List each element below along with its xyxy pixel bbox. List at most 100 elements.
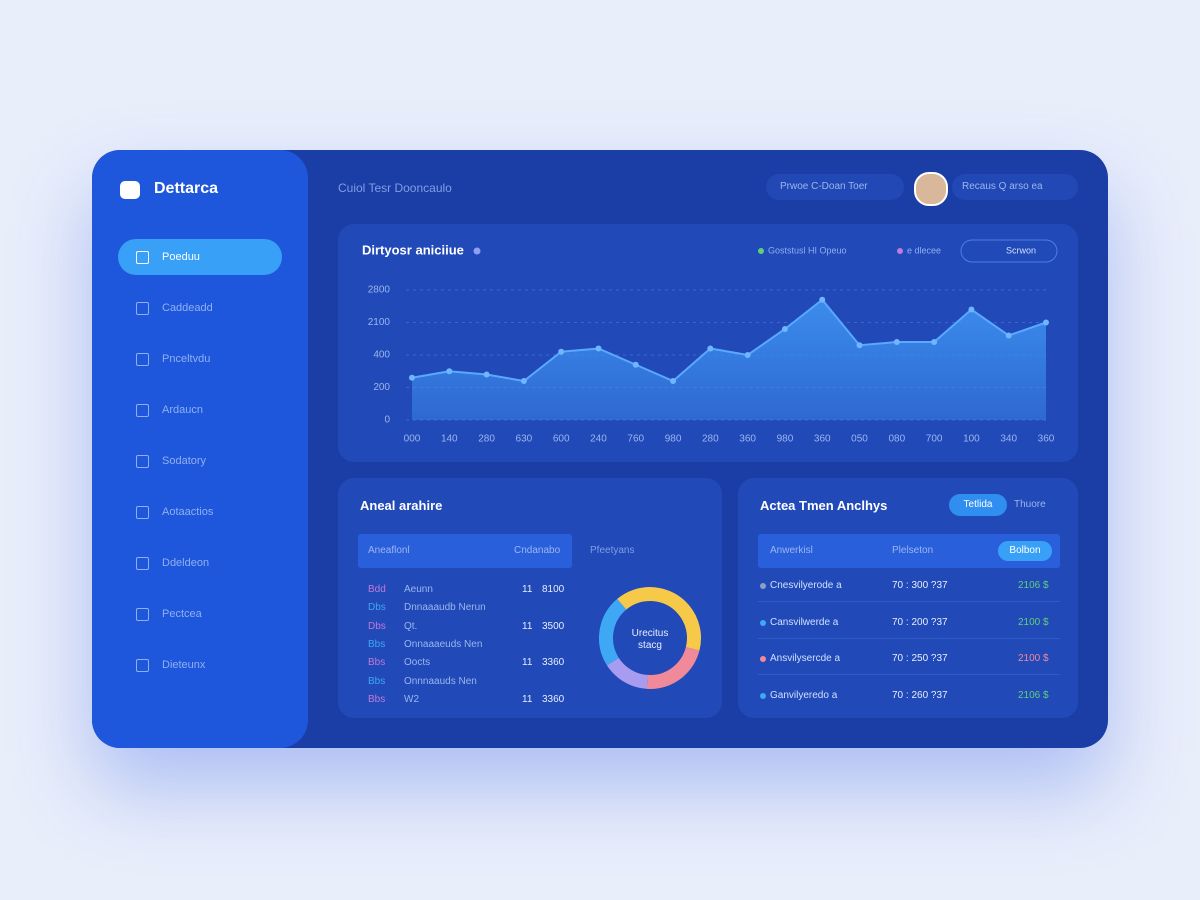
x-tick-label: 050 [851, 434, 868, 445]
point [968, 306, 975, 313]
status-dot [760, 583, 766, 589]
x-tick-label: 980 [665, 434, 682, 445]
donut-label: Urecitus stacg [632, 628, 669, 651]
row-divider [758, 637, 1060, 639]
point [1043, 319, 1049, 326]
x-tick-label: 600 [553, 434, 570, 445]
table-cell: 3500 [542, 620, 565, 632]
tab[interactable]: Tetlida [949, 494, 1007, 516]
table-cell: 11 [522, 620, 533, 632]
chart-button[interactable] [960, 239, 1058, 263]
point [632, 361, 639, 368]
user-menu[interactable]: Recaus Q arso ea [952, 174, 1078, 200]
column-header: Cndanabo [514, 545, 561, 556]
column-header[interactable]: Bolbon [998, 541, 1052, 561]
nav-item[interactable]: Poeduu [118, 239, 282, 275]
x-tick-label: 140 [441, 434, 458, 445]
x-tick-label: 100 [963, 434, 980, 445]
x-tick-label: 280 [702, 434, 719, 445]
point [1005, 332, 1012, 339]
chart-title: Dirtyosr aniciiue [362, 242, 464, 257]
status-dot [760, 619, 766, 626]
x-tick-label: 760 [627, 434, 644, 445]
nav-item[interactable]: Caddeadd [118, 290, 282, 326]
nav-item[interactable]: Sodatory [118, 443, 282, 479]
row-value: 2106 $ [1018, 580, 1049, 591]
donut-segment [599, 587, 701, 689]
annual-panel: Aneal arahire Aneaflonl Cndanabo Pfeetya… [338, 478, 722, 718]
x-tick-label: 630 [516, 434, 533, 445]
row-name: Ganvilyeredo a [770, 689, 838, 701]
table-cell: 3360 [542, 693, 565, 705]
nav-item[interactable]: Pnceltvdu [118, 341, 282, 377]
table-cell: Bbs [368, 657, 386, 669]
status-dot [760, 656, 766, 662]
x-tick-label: 700 [926, 434, 943, 445]
y-tick-label: 0 [384, 415, 390, 426]
table-cell: 11 [522, 584, 533, 595]
table-cell: Dbs [368, 620, 386, 632]
legend-entry: Goststusl HI Opeuo [768, 245, 847, 255]
table-cell: 3360 [542, 657, 565, 669]
nav-item[interactable]: Ddeldeon [118, 545, 282, 581]
donut-segment [599, 587, 701, 689]
row-value: 2100 $ [1018, 653, 1049, 664]
tab[interactable]: Thuore [1014, 499, 1046, 510]
y-tick-label: 2100 [368, 317, 391, 328]
column-header: Aneaflonl [368, 545, 410, 556]
row-time: 70 : 250 ?37 [892, 653, 948, 664]
row-divider [758, 674, 1060, 675]
donut: Urecitus stacg [599, 587, 701, 689]
logo-icon [120, 181, 140, 199]
table-cell: Bbs [368, 693, 386, 705]
point [781, 326, 788, 332]
chart-button-label[interactable]: Scrwon [1006, 245, 1036, 255]
dashboard: Dettarca Poeduu Caddeadd Pnceltvdu Ardaucn S… [92, 150, 1108, 748]
x-tick-label: 280 [478, 434, 495, 445]
point [707, 345, 714, 352]
nav-item[interactable]: Dieteunx [118, 647, 282, 683]
logo: Dettarca [154, 180, 219, 197]
sidebar: Dettarca Poeduu Caddeadd Pnceltvdu Ardaucn S… [92, 150, 308, 748]
point [595, 345, 602, 352]
x-tick-label: 240 [590, 434, 607, 445]
row-divider [758, 601, 1060, 602]
point [558, 348, 565, 355]
row-time: 70 : 200 ?37 [892, 616, 948, 628]
status-dot [760, 692, 766, 699]
row-time: 70 : 300 ?37 [892, 580, 948, 591]
breadcrumb: Cuiol Tesr Dooncaulo [338, 181, 452, 195]
title-dot [473, 247, 481, 255]
legend-dot [897, 248, 903, 254]
y-tick-label: 2800 [368, 285, 391, 296]
x-tick-label: 980 [777, 434, 794, 445]
table-cell: Qt. [404, 620, 418, 632]
row-value: 2106 $ [1018, 689, 1049, 701]
trend-panel: Actea Tmen Anclhys Tetlida Thuore Anwerk… [738, 478, 1078, 718]
table-cell: Aeunn [404, 584, 433, 595]
table-cell: Oocts [404, 657, 431, 669]
nav-item[interactable]: Ardaucn [118, 392, 282, 428]
nav-item[interactable]: Aotaactios [118, 494, 282, 530]
x-tick-label: 360 [739, 434, 756, 445]
y-tick-label: 200 [373, 382, 390, 393]
point [670, 378, 677, 384]
panel-title: Actea Tmen Anclhys [760, 498, 888, 513]
table-header [358, 534, 572, 568]
row-name: Ansvilysercde a [770, 653, 841, 664]
table-cell: 11 [522, 693, 533, 705]
x-tick-label: 080 [888, 434, 905, 445]
point [856, 342, 863, 349]
avatar[interactable] [914, 172, 948, 206]
x-tick-label: 340 [1000, 434, 1017, 445]
nav-item[interactable]: Pectcea [118, 596, 282, 632]
table-cell: Dbs [368, 602, 386, 614]
search[interactable]: Prwoe C-Doan Toer [766, 174, 904, 200]
panel-title: Aneal arahire [360, 498, 443, 513]
table-cell: 11 [522, 657, 533, 669]
legend-entry: e dlecee [907, 245, 941, 255]
table-cell: Bdd [368, 584, 386, 595]
point [819, 296, 826, 303]
column-header: Pfeetyans [590, 545, 635, 556]
